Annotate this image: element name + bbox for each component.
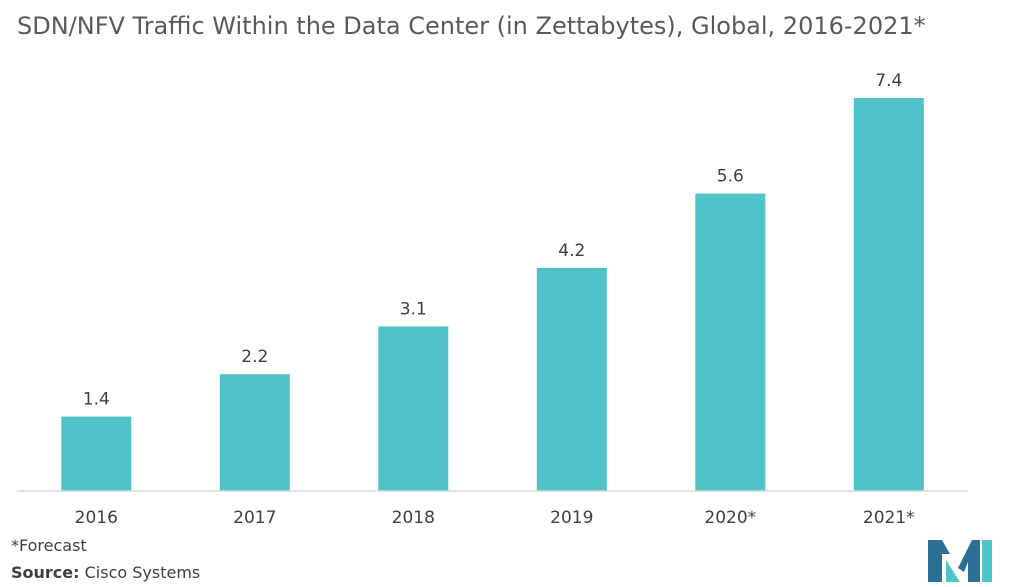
bar-2016: [61, 416, 132, 491]
bars-group: [61, 98, 924, 491]
forecast-footnote: *Forecast: [11, 536, 87, 555]
x-tick-label-2018: 2018: [392, 508, 435, 528]
x-tick-labels-group: 2016 2017 2018 2019 2020* 2021*: [75, 508, 915, 528]
value-label-2021-forecast: 7.4: [875, 71, 902, 91]
value-labels-group: 1.4 2.2 3.1 4.2 5.6 7.4: [83, 71, 903, 410]
value-label-2017: 2.2: [241, 347, 268, 367]
chart-title: SDN/NFV Traffic Within the Data Center (…: [17, 12, 926, 40]
source-label: Source:: [11, 563, 80, 582]
value-label-2020-forecast: 5.6: [717, 167, 744, 187]
source-text: Cisco Systems: [84, 563, 201, 582]
x-tick-label-2021-forecast: 2021*: [863, 508, 915, 528]
bar-2021-forecast: [853, 98, 924, 491]
x-tick-label-2016: 2016: [75, 508, 118, 528]
x-tick-label-2020-forecast: 2020*: [704, 508, 756, 528]
value-label-2018: 3.1: [400, 299, 427, 319]
bar-2018: [378, 326, 449, 491]
x-tick-label-2017: 2017: [233, 508, 276, 528]
bar-2017: [219, 374, 290, 491]
value-label-2016: 1.4: [83, 390, 110, 410]
value-label-2019: 4.2: [558, 241, 585, 261]
bar-2019: [536, 267, 607, 491]
x-tick-label-2019: 2019: [550, 508, 593, 528]
mordor-intelligence-logo-icon: [928, 540, 992, 582]
source-note: Source: Cisco Systems: [11, 563, 200, 583]
bar-2020-forecast: [695, 193, 766, 491]
